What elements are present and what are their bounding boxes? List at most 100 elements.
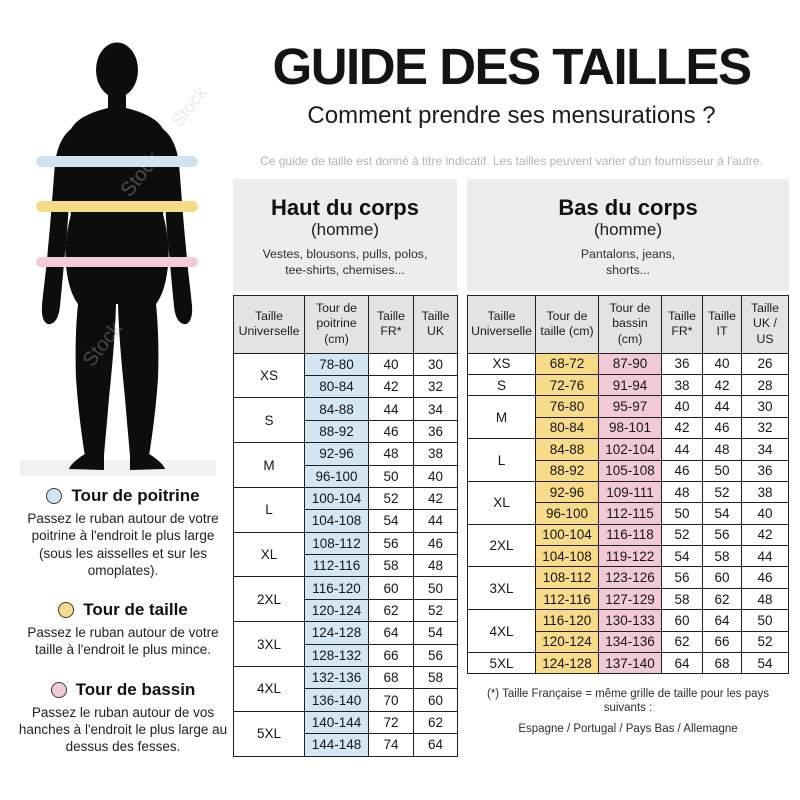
value-cell: 96-100 [535,502,599,525]
value-cell: 96-100 [304,464,369,488]
value-cell: 54 [741,652,789,675]
value-cell: 56 [661,566,703,589]
value-cell: 58 [413,666,458,690]
value-cell: 128-132 [304,643,369,668]
table-row: XL 108-112 56 46 [233,531,458,578]
table-row: S 84-88 44 34 [233,397,458,444]
value-cell: 88-92 [535,459,599,482]
disclaimer-text: Ce guide de taille est donné à titre ind… [260,153,763,168]
size-table-haut: Taille Universelle Tour de poitrine (cm) T… [233,294,458,757]
value-cell: 127-129 [598,587,662,611]
table-row: 88-92 105-108 46 50 36 [468,459,789,482]
size-cell: L [467,438,536,482]
value-cell: 42 [661,416,703,440]
value-cell: 34 [413,397,458,421]
value-cell: 92-96 [535,480,599,504]
table-row: XL 92-96 109-111 48 52 38 [467,480,789,525]
size-cell: M [233,442,305,488]
column-header: Taille UK / US [741,294,789,354]
value-cell: 52 [702,480,742,504]
section-header: Haut du corps (homme) Vestes, blousons, … [233,178,457,291]
value-cell: 40 [413,464,458,488]
value-cell: 68 [368,666,414,690]
table-row: 2XL 100-104 116-118 52 56 42 [467,523,789,568]
table-row: 88-92 46 36 [234,419,458,444]
table-row: L 100-104 52 42 [233,486,458,533]
value-cell: 36 [661,352,703,375]
value-cell: 58 [702,545,742,568]
legend-title: Tour de bassin [75,679,196,699]
size-cell: XS [467,352,536,375]
value-cell: 60 [368,576,414,600]
page-subtitle: Comment prendre ses mensurations ? [307,101,716,129]
value-cell: 112-116 [535,587,599,611]
size-cell: 3XL [467,566,536,611]
table-row: 80-84 42 32 [234,374,458,399]
legend-heading: Tour de bassin [16,680,230,700]
table-row: M 76-80 95-97 40 44 30 [467,395,789,440]
value-cell: 95-97 [598,395,662,418]
size-cell: 5XL [233,710,305,757]
value-cell: 108-112 [535,566,599,589]
measurement-figure: Stock Stock Stock [12,8,222,478]
section-gender: (homme) [593,219,662,239]
value-cell: 100-104 [535,523,599,547]
column-header: Taille Universelle [467,294,536,354]
footnote-line1: (*) Taille Française = même grille de ta… [487,688,769,715]
value-cell: 60 [661,609,703,632]
value-cell: 76-80 [535,395,599,418]
value-cell: 40 [741,502,789,525]
table-row: 128-132 66 56 [234,643,458,668]
male-silhouette-illustration: Stock Stock Stock [20,42,216,476]
value-cell: 130-133 [598,609,662,632]
measurement-legend: Tour de poitrine Passez le ruban autour … [16,486,230,776]
value-cell: 46 [413,531,458,556]
section-header: Bas du corps (homme) Pantalons, jeans, s… [467,178,789,291]
column-header: Taille UK [413,294,458,354]
value-cell: 52 [368,486,414,511]
table-row: 120-124 134-136 62 66 52 [468,630,789,654]
table-row: XS 78-80 40 30 [233,352,458,399]
value-cell: 64 [413,733,458,757]
column-header: Taille FR* [661,294,703,354]
value-cell: 70 [368,688,414,712]
table-row: 5XL 140-144 72 62 [233,710,458,757]
table-row: 4XL 116-120 130-133 60 64 50 [467,609,789,654]
legend-description: Passez le ruban autour de vos hanches à … [18,704,228,755]
legend-heading: Tour de poitrine [16,486,230,506]
table-row: 96-100 50 40 [234,464,458,488]
value-cell: 44 [661,438,703,461]
value-cell: 58 [661,587,703,611]
size-cell: 4XL [467,609,536,654]
value-cell: 48 [661,480,703,504]
value-cell: 30 [413,352,458,376]
waist-measure-band [36,201,198,212]
value-cell: 88-92 [304,419,369,444]
legend-description: Passez le ruban autour de votre taille à… [27,625,219,658]
value-cell: 40 [702,352,742,375]
value-cell: 119-122 [598,545,662,568]
legend-title: Tour de poitrine [71,486,200,505]
value-cell: 62 [368,598,414,623]
value-cell: 87-90 [598,352,662,375]
value-cell: 72 [368,710,414,735]
value-cell: 102-104 [598,438,662,461]
table-row: 3XL 124-128 64 54 [233,621,458,668]
value-cell: 48 [741,587,789,611]
size-cell: 2XL [467,523,536,568]
value-cell: 50 [741,609,789,632]
value-cell: 66 [702,630,742,654]
section-gender: (homme) [310,219,379,239]
value-cell: 30 [741,395,789,418]
value-cell: 64 [368,621,414,645]
column-header: Tour de bassin (cm) [598,294,662,354]
section-garments: Vestes, blousons, pulls, polos, tee-shir… [262,246,428,277]
table-row: 4XL 132-136 68 58 [233,666,458,712]
value-cell: 108-112 [304,531,369,556]
value-cell: 60 [413,688,458,712]
table-row: 136-140 70 60 [234,688,458,712]
value-cell: 60 [702,566,742,589]
value-cell: 80-84 [535,416,599,440]
section-bas-du-corps: Bas du corps (homme) Pantalons, jeans, s… [467,178,789,737]
value-cell: 144-148 [304,733,369,757]
